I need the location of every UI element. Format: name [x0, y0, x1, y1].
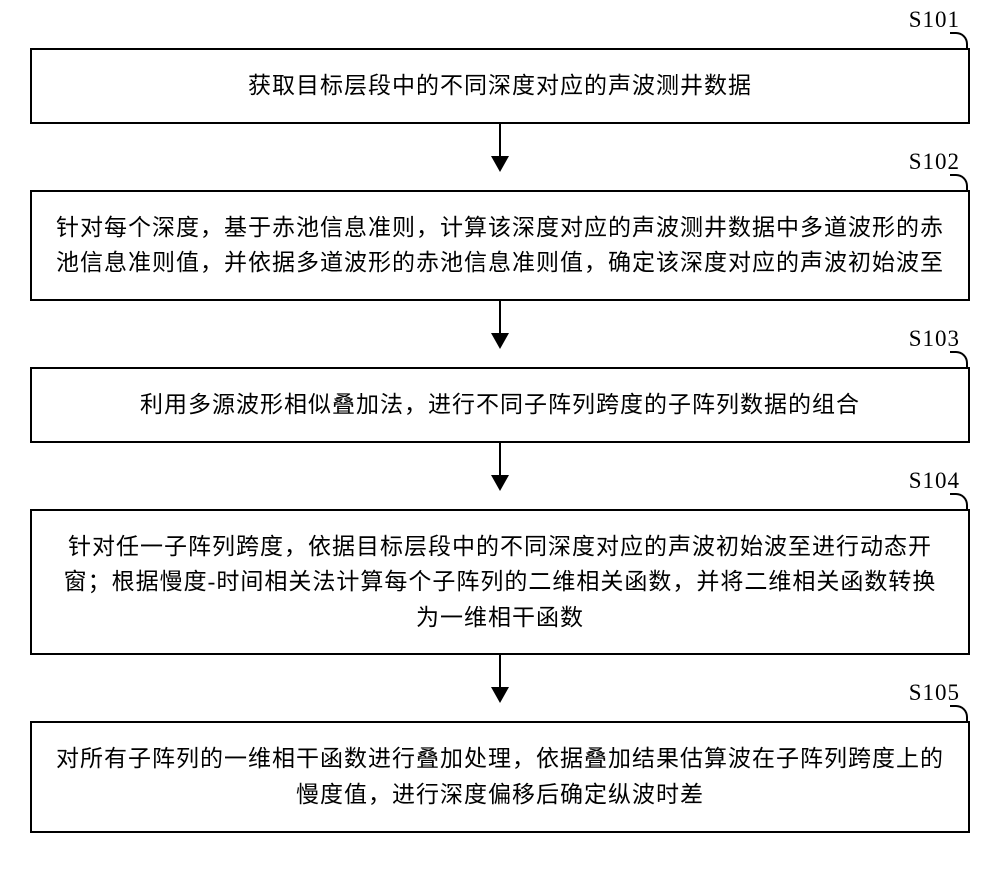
step-label-2: S102	[909, 149, 960, 175]
step-box-3: 利用多源波形相似叠加法，进行不同子阵列跨度的子阵列数据的组合	[30, 367, 970, 443]
arrow-4	[491, 655, 509, 703]
arrow-line-2	[499, 301, 501, 333]
step-wrapper-1: S101 获取目标层段中的不同深度对应的声波测井数据	[20, 30, 980, 124]
arrow-line-1	[499, 124, 501, 156]
arrow-1	[491, 124, 509, 172]
step-label-1: S101	[909, 7, 960, 33]
arrow-head-1	[491, 156, 509, 172]
step-wrapper-3: S103 利用多源波形相似叠加法，进行不同子阵列跨度的子阵列数据的组合	[20, 349, 980, 443]
arrow-line-3	[499, 443, 501, 475]
step-label-4: S104	[909, 468, 960, 494]
step-text-2: 针对每个深度，基于赤池信息准则，计算该深度对应的声波测井数据中多道波形的赤池信息…	[56, 210, 944, 281]
step-text-1: 获取目标层段中的不同深度对应的声波测井数据	[56, 68, 944, 104]
arrow-head-3	[491, 475, 509, 491]
arrow-head-4	[491, 687, 509, 703]
flowchart-container: S101 获取目标层段中的不同深度对应的声波测井数据 S102 针对每个深度，基…	[20, 30, 980, 833]
step-wrapper-4: S104 针对任一子阵列跨度，依据目标层段中的不同深度对应的声波初始波至进行动态…	[20, 491, 980, 656]
step-wrapper-5: S105 对所有子阵列的一维相干函数进行叠加处理，依据叠加结果估算波在子阵列跨度…	[20, 703, 980, 832]
step-box-1: 获取目标层段中的不同深度对应的声波测井数据	[30, 48, 970, 124]
step-box-4: 针对任一子阵列跨度，依据目标层段中的不同深度对应的声波初始波至进行动态开窗；根据…	[30, 509, 970, 656]
step-text-3: 利用多源波形相似叠加法，进行不同子阵列跨度的子阵列数据的组合	[56, 387, 944, 423]
step-box-2: 针对每个深度，基于赤池信息准则，计算该深度对应的声波测井数据中多道波形的赤池信息…	[30, 190, 970, 301]
arrow-3	[491, 443, 509, 491]
arrow-head-2	[491, 333, 509, 349]
step-text-4: 针对任一子阵列跨度，依据目标层段中的不同深度对应的声波初始波至进行动态开窗；根据…	[56, 529, 944, 636]
step-label-3: S103	[909, 326, 960, 352]
step-text-5: 对所有子阵列的一维相干函数进行叠加处理，依据叠加结果估算波在子阵列跨度上的慢度值…	[56, 741, 944, 812]
step-wrapper-2: S102 针对每个深度，基于赤池信息准则，计算该深度对应的声波测井数据中多道波形…	[20, 172, 980, 301]
arrow-line-4	[499, 655, 501, 687]
step-box-5: 对所有子阵列的一维相干函数进行叠加处理，依据叠加结果估算波在子阵列跨度上的慢度值…	[30, 721, 970, 832]
arrow-2	[491, 301, 509, 349]
step-label-5: S105	[909, 680, 960, 706]
